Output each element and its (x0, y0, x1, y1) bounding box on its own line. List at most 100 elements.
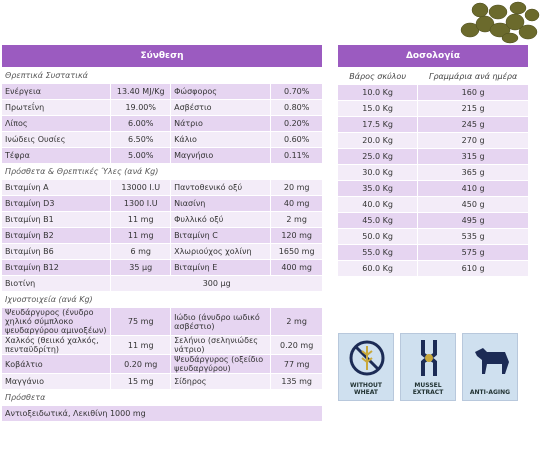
table-row: Βιταμίνη B12 35 μg Βιταμίνη E 400 mg (2, 260, 322, 275)
cell-value: 35.0 Kg (338, 181, 418, 196)
table-row: 30.0 Kg 365 g (338, 165, 528, 180)
icon-label: WITHOUT WHEAT (349, 382, 383, 396)
table-row: 60.0 Kg 610 g (338, 261, 528, 276)
cell-label: Σελήνιο (σεληνιώδες νάτριο) (171, 336, 271, 354)
section-title: Θρεπτικά Συστατικά (2, 68, 322, 83)
cell-label: Ινώδεις Ουσίες (2, 132, 111, 147)
cell-value: 10.0 Kg (338, 85, 418, 100)
cell-label: Βιταμίνη A (2, 180, 111, 195)
section-row: Πρόσθετα (2, 390, 322, 405)
cell-label: Τέφρα (2, 148, 111, 163)
cell-value: 55.0 Kg (338, 245, 418, 260)
cell-label: Ιώδιο (άνυδρο ιωδικό ασβέστιο) (171, 308, 271, 335)
table-row: 20.0 Kg 270 g (338, 133, 528, 148)
cell-value: 40.0 Kg (338, 197, 418, 212)
icon-label: ANTI-AGING (469, 389, 511, 396)
section-title: Ιχνοστοιχεία (ανά Kg) (2, 292, 322, 307)
cell-value: 120 mg (271, 228, 322, 243)
cell-label: Ψευδάργυρος (ένυδρο χηλικό σύμπλοκο ψευδ… (2, 308, 111, 335)
table-row: 15.0 Kg 215 g (338, 101, 528, 116)
table-row: Ψευδάργυρος (ένυδρο χηλικό σύμπλοκο ψευδ… (2, 308, 322, 335)
cell-value: 245 g (418, 117, 528, 132)
table-title: Δοσολογία (338, 45, 528, 67)
cell-label: Βιοτίνη (2, 276, 111, 291)
cell-label: Αντιοξειδωτικά, Λεκιθίνη 1000 mg (2, 406, 322, 421)
cell-value: 315 g (418, 149, 528, 164)
table-row: Πρωτεΐνη 19.00% Ασβέστιο 0.80% (2, 100, 322, 115)
cell-value: 6.50% (111, 132, 171, 147)
cell-value: 0.60% (271, 132, 322, 147)
cell-value: 17.5 Kg (338, 117, 418, 132)
cell-value: 575 g (418, 245, 528, 260)
cell-label: Μαγνήσιο (171, 148, 271, 163)
cell-label: Ασβέστιο (171, 100, 271, 115)
icon-badge: ANTI-AGING (462, 333, 518, 401)
table-row: 55.0 Kg 575 g (338, 245, 528, 260)
cell-value: 610 g (418, 261, 528, 276)
table-row: Ινώδεις Ουσίες 6.50% Κάλιο 0.60% (2, 132, 322, 147)
cell-value: 19.00% (111, 100, 171, 115)
cell-value: 135 mg (271, 374, 322, 389)
column-header: Γραμμάρια ανά ημέρα (428, 71, 518, 81)
cell-value: 0.11% (271, 148, 322, 163)
cell-label: Φώσφορος (171, 84, 271, 99)
section-title: Πρόσθετα (2, 390, 322, 405)
cell-value: 30.0 Kg (338, 165, 418, 180)
table-row: Βιταμίνη B1 11 mg Φυλλικό οξύ 2 mg (2, 212, 322, 227)
cell-value: 160 g (418, 85, 528, 100)
cell-label: Λίπος (2, 116, 111, 131)
cell-value: 6 mg (111, 244, 171, 259)
cell-value: 15.0 Kg (338, 101, 418, 116)
kibble-image (460, 1, 540, 44)
table-row: Αντιοξειδωτικά, Λεκιθίνη 1000 mg (2, 406, 322, 421)
section-row: Ιχνοστοιχεία (ανά Kg) (2, 292, 322, 307)
cell-value: 300 μg (111, 276, 322, 291)
table-row: Κοβάλτιο 0.20 mg Ψευδάργυρος (οξείδιο ψευδ… (2, 355, 322, 373)
composition-table: Σύνθεση Θρεπτικά Συστατικά Ενέργεια 13.40 M… (1, 44, 323, 422)
cell-value: 15 mg (111, 374, 171, 389)
cell-value: 60.0 Kg (338, 261, 418, 276)
column-header: Βάρος σκύλου (349, 71, 406, 81)
cell-value: 13000 I.U (111, 180, 171, 195)
section-row: Πρόσθετα & Θρεπτικές Ύλες (ανά Kg) (2, 164, 322, 179)
cell-label: Βιταμίνη B1 (2, 212, 111, 227)
cell-label: Βιταμίνη B6 (2, 244, 111, 259)
cell-value: 2 mg (271, 308, 322, 335)
cell-label: Βιταμίνη D3 (2, 196, 111, 211)
table-row: Λίπος 6.00% Νάτριο 0.20% (2, 116, 322, 131)
cell-label: Βιταμίνη E (171, 260, 271, 275)
cell-value: 35 μg (111, 260, 171, 275)
cell-value: 1300 I.U (111, 196, 171, 211)
icon-label: MUSSEL EXTRACT (412, 382, 444, 396)
cell-value: 495 g (418, 213, 528, 228)
cell-label: Ενέργεια (2, 84, 111, 99)
table-row: 45.0 Kg 495 g (338, 213, 528, 228)
cell-label: Ψευδάργυρος (οξείδιο ψευδαργύρου) (171, 355, 271, 373)
cell-value: 45.0 Kg (338, 213, 418, 228)
cell-value: 20 mg (271, 180, 322, 195)
table-row: Βιοτίνη 300 μg (2, 276, 322, 291)
cell-label: Φυλλικό οξύ (171, 212, 271, 227)
table-row: 10.0 Kg 160 g (338, 85, 528, 100)
cell-value: 11 mg (111, 212, 171, 227)
table-row: Τέφρα 5.00% Μαγνήσιο 0.11% (2, 148, 322, 163)
cell-label: Χλωριούχος χολίνη (171, 244, 271, 259)
cell-label: Πρωτεΐνη (2, 100, 111, 115)
table-row: Βιταμίνη B6 6 mg Χλωριούχος χολίνη 1650 mg (2, 244, 322, 259)
header-row: Σύνθεση (2, 45, 322, 67)
cell-value: 6.00% (111, 116, 171, 131)
cell-value: 20.0 Kg (338, 133, 418, 148)
cell-value: 50.0 Kg (338, 229, 418, 244)
cell-label: Παντοθενικό οξύ (171, 180, 271, 195)
cell-value: 450 g (418, 197, 528, 212)
cell-value: 400 mg (271, 260, 322, 275)
cell-value: 270 g (418, 133, 528, 148)
cell-label: Νιασίνη (171, 196, 271, 211)
cell-value: 11 mg (111, 228, 171, 243)
table-title: Σύνθεση (2, 45, 322, 67)
icon-badge: MUSSEL EXTRACT (400, 333, 456, 401)
table-row: Βιταμίνη B2 11 mg Βιταμίνη C 120 mg (2, 228, 322, 243)
table-row: 50.0 Kg 535 g (338, 229, 528, 244)
table-row: 17.5 Kg 245 g (338, 117, 528, 132)
header-row: Δοσολογία (338, 45, 528, 67)
